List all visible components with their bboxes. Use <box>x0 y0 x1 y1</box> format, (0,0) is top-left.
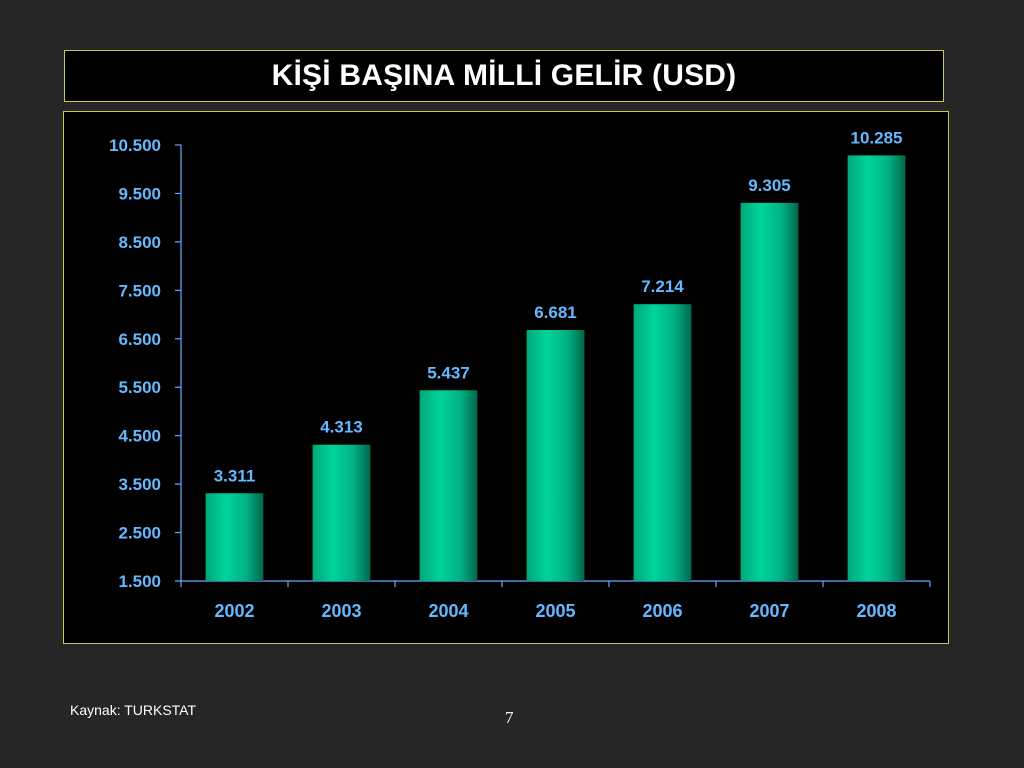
bar <box>633 304 692 581</box>
page-number: 7 <box>505 708 514 727</box>
bar-chart: 1.500 2.500 3.500 4.500 5.500 6.500 7.500 8.500… <box>109 128 931 621</box>
x-tick-label: 2006 <box>642 601 682 621</box>
source-note: Kaynak: TURKSTAT <box>70 702 197 718</box>
x-tick-label: 2008 <box>856 601 896 621</box>
y-axis: 1.500 2.500 3.500 4.500 5.500 6.500 7.500 8.500… <box>109 136 182 591</box>
bar <box>419 390 478 581</box>
bars <box>205 155 906 581</box>
x-tick-label: 2004 <box>428 601 468 621</box>
bar <box>205 493 264 581</box>
x-tick-label: 2005 <box>535 601 575 621</box>
x-tick-label: 2007 <box>749 601 789 621</box>
bar <box>740 202 799 581</box>
y-tick-label: 7.500 <box>118 281 161 300</box>
bar <box>312 444 371 581</box>
data-label: 3.311 <box>214 466 256 485</box>
y-tick-label: 2.500 <box>118 524 161 543</box>
data-labels: 3.311 4.313 5.437 6.681 7.214 9.305 10.285 <box>214 128 903 485</box>
y-tick-label: 8.500 <box>118 233 161 252</box>
data-label: 10.285 <box>851 128 903 147</box>
data-label: 6.681 <box>534 303 577 322</box>
data-label: 5.437 <box>427 363 470 382</box>
y-tick-label: 10.500 <box>109 136 161 155</box>
data-label: 7.214 <box>641 277 684 296</box>
y-tick-label: 5.500 <box>118 378 161 397</box>
y-tick-label: 3.500 <box>118 475 161 494</box>
data-label: 9.305 <box>748 176 791 195</box>
x-tick-label: 2002 <box>214 601 254 621</box>
bar <box>847 155 906 581</box>
chart-title: KİŞİ BAŞINA MİLLİ GELİR (USD) <box>271 59 737 92</box>
y-tick-label: 6.500 <box>118 330 161 349</box>
chart-panel: 1.500 2.500 3.500 4.500 5.500 6.500 7.500 8.500… <box>63 111 949 644</box>
data-label: 4.313 <box>320 418 363 437</box>
x-tick-label: 2003 <box>321 601 361 621</box>
x-axis: 2002 2003 2004 2005 2006 2007 2008 <box>180 580 931 621</box>
chart-title-box: KİŞİ BAŞINA MİLLİ GELİR (USD) <box>64 50 944 102</box>
y-tick-label: 9.500 <box>118 184 161 203</box>
y-tick-label: 1.500 <box>118 572 161 591</box>
y-tick-label: 4.500 <box>118 427 161 446</box>
bar <box>526 330 585 581</box>
